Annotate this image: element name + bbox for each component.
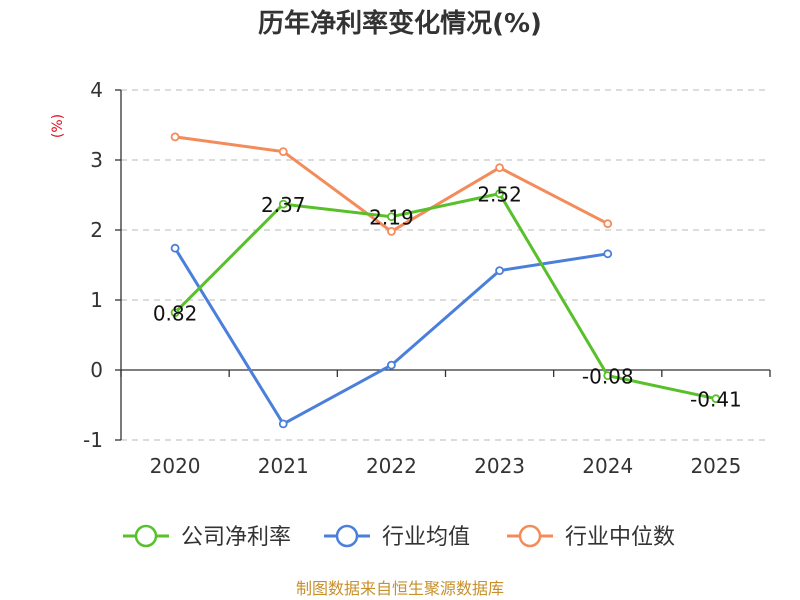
y-tick-label: 0 [90,358,103,382]
data-point [603,249,613,259]
source-note: 制图数据来自恒生聚源数据库 [296,579,504,598]
data-point [495,189,504,199]
data-point [170,132,180,142]
data-point [170,308,180,318]
data-label: 2.37 [261,193,306,217]
y-tick-label: 3 [90,148,103,172]
legend-item[interactable]: 行业中位数 [507,524,675,550]
chart-title: 历年净利率变化情况(%) [258,8,542,39]
data-labels: 0.82 2.37 2.19 2.52 -0.08 -0.41 [153,183,742,412]
series-line [173,247,608,426]
legend-marker-icon [518,524,542,548]
legend-label: 公司净利率 [181,525,291,550]
y-tick-label: 2 [90,218,103,242]
x-tick-label: 2024 [582,454,633,478]
legend-label: 行业中位数 [565,525,675,550]
grid-lines [121,89,770,441]
data-label: 2.52 [477,183,522,207]
series-lines [170,132,721,429]
legend-item[interactable]: 行业均值 [324,524,470,550]
legend-item[interactable]: 公司净利率 [123,524,291,550]
data-point [495,266,504,276]
legend-label: 行业均值 [382,525,470,550]
x-tick-label: 2021 [258,454,309,478]
data-label: 0.82 [153,302,198,326]
axes: 4 3 2 1 0 -1 2020 2021 2022 2023 2024 2025 [83,78,771,478]
legend[interactable]: 公司净利率 行业均值 行业中位数 [123,524,675,550]
x-tick-label: 2020 [150,454,201,478]
y-axis-unit-label: (%) [50,114,66,138]
y-tick-label: 1 [90,288,103,312]
legend-marker-icon [134,524,158,548]
data-point [278,419,288,429]
data-label: -0.08 [582,365,634,389]
data-point [495,163,504,173]
series-line [174,192,717,401]
data-label: -0.41 [690,388,742,412]
data-point [387,226,396,236]
data-point [170,243,180,253]
data-point [387,212,396,222]
data-point [603,371,613,381]
x-tick-label: 2022 [366,454,417,478]
data-label: 2.19 [369,206,414,230]
data-point [711,394,721,404]
x-tick-label: 2025 [690,454,741,478]
x-tick-label: 2023 [474,454,525,478]
data-point [278,199,288,209]
data-point [603,219,613,229]
data-point [278,147,288,157]
y-tick-label: 4 [90,78,103,102]
y-tick-label: -1 [83,428,103,452]
data-point [387,360,396,370]
legend-marker-icon [335,524,359,548]
